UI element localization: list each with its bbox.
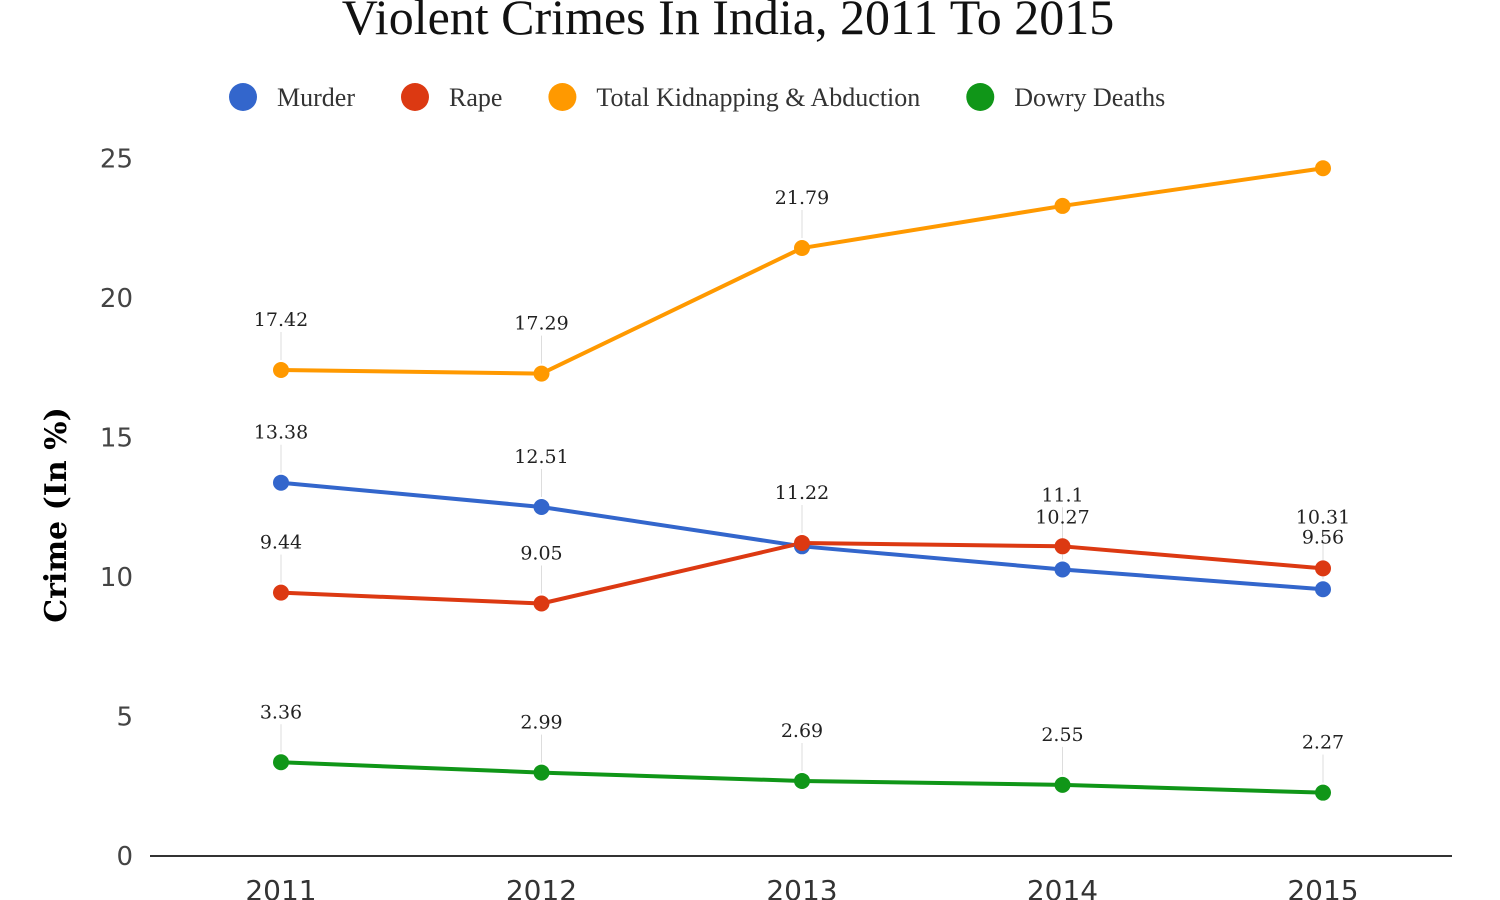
y-tick-label: 25 xyxy=(100,145,133,175)
y-axis-label: Crime (In %) xyxy=(39,407,74,623)
data-label-dowry-deaths: 2.27 xyxy=(1302,732,1344,754)
data-point-dowry-deaths xyxy=(794,772,810,789)
y-axis-ticks: 0 5 10 15 20 25 xyxy=(100,145,133,873)
y-tick-label: 0 xyxy=(116,842,133,872)
data-point-total-kidnapping-abduction xyxy=(533,365,550,382)
legend-marker-dowry-deaths xyxy=(966,83,995,111)
x-tick-label: 2014 xyxy=(1027,874,1098,900)
data-label-murder: 9.56 xyxy=(1302,526,1344,548)
chart-title: Violent Crimes In India, 2011 To 2015 xyxy=(342,0,1115,45)
legend-label-rape: Rape xyxy=(449,83,502,112)
legend-marker-rape xyxy=(400,83,429,111)
legend-marker-murder xyxy=(229,83,257,111)
y-tick-label: 20 xyxy=(100,284,133,314)
x-tick-label: 2013 xyxy=(766,874,837,900)
data-point-total-kidnapping-abduction xyxy=(1315,160,1331,177)
data-point-murder xyxy=(273,474,289,491)
data-label-rape: 11.1 xyxy=(1041,484,1083,506)
data-label-dowry-deaths: 3.36 xyxy=(260,701,302,723)
data-point-rape xyxy=(794,534,810,551)
y-tick-label: 15 xyxy=(100,424,133,454)
data-label-leaders xyxy=(280,210,1324,783)
legend-label-dowry-deaths: Dowry Deaths xyxy=(1014,83,1165,112)
data-label-total-kidnapping-abduction: 21.79 xyxy=(775,187,829,209)
x-tick-label: 2012 xyxy=(506,874,577,900)
data-label-murder: 10.27 xyxy=(1035,506,1089,528)
legend-label-murder: Murder xyxy=(277,83,355,112)
y-tick-label: 10 xyxy=(100,563,133,593)
data-label-total-kidnapping-abduction: 17.42 xyxy=(254,309,308,331)
data-point-rape xyxy=(273,584,289,601)
series-points xyxy=(273,160,1331,801)
data-point-murder xyxy=(1315,581,1331,598)
data-label-murder: 13.38 xyxy=(254,422,308,444)
data-label-rape: 11.22 xyxy=(775,482,829,504)
data-point-rape xyxy=(1054,538,1071,555)
legend-marker-total-kidnapping-abduction xyxy=(548,83,577,111)
y-tick-label: 5 xyxy=(116,703,133,733)
data-point-dowry-deaths xyxy=(1315,784,1331,801)
data-label-total-kidnapping-abduction: 17.29 xyxy=(514,313,568,335)
data-point-dowry-deaths xyxy=(1054,776,1071,793)
data-label-rape: 9.05 xyxy=(520,543,562,565)
data-label-murder: 12.51 xyxy=(514,446,568,468)
data-labels: 13.38 12.51 10.27 9.56 9.44 9.05 11.22 11.1 10.3… xyxy=(254,187,1350,754)
legend-label-total-kidnapping-abduction: Total Kidnapping & Abduction xyxy=(596,83,920,112)
series-lines xyxy=(279,166,1325,795)
data-point-murder xyxy=(533,498,550,515)
data-point-murder xyxy=(1054,561,1071,578)
data-point-total-kidnapping-abduction xyxy=(1054,197,1071,214)
x-axis-ticks: 2011 2012 2013 2014 2015 xyxy=(245,874,1358,900)
data-label-dowry-deaths: 2.69 xyxy=(781,720,823,742)
data-point-rape xyxy=(1315,560,1331,577)
data-point-total-kidnapping-abduction xyxy=(273,361,289,378)
data-label-rape: 9.44 xyxy=(260,532,302,554)
x-tick-label: 2011 xyxy=(245,874,316,900)
data-point-total-kidnapping-abduction xyxy=(794,240,810,257)
legend: Murder Rape Total Kidnapping & Abduction Do… xyxy=(229,83,1165,112)
data-label-rape: 10.31 xyxy=(1296,506,1350,528)
data-point-rape xyxy=(533,595,550,612)
data-point-dowry-deaths xyxy=(273,754,289,771)
x-tick-label: 2015 xyxy=(1287,874,1358,900)
data-label-dowry-deaths: 2.55 xyxy=(1041,724,1083,746)
data-point-dowry-deaths xyxy=(533,764,550,781)
data-label-dowry-deaths: 2.99 xyxy=(520,712,562,734)
